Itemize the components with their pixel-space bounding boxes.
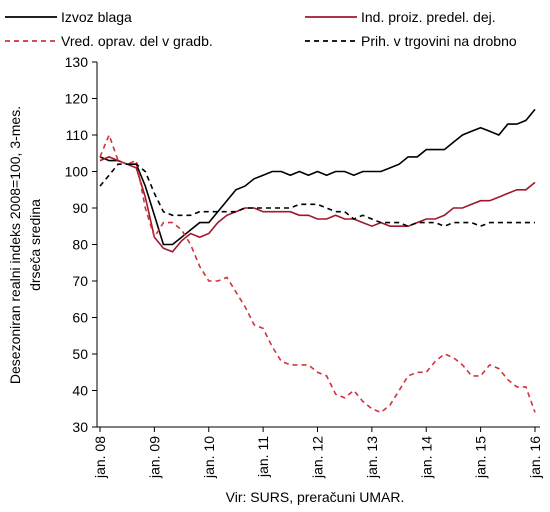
x-tick-label: jan. 11 bbox=[255, 436, 271, 478]
y-tick-label: 90 bbox=[72, 200, 88, 216]
x-tick-label: jan. 10 bbox=[201, 436, 217, 479]
x-tick-label: jan. 13 bbox=[364, 436, 380, 479]
x-tick-label: jan. 14 bbox=[418, 436, 434, 479]
y-tick-label: 30 bbox=[72, 419, 88, 435]
y-tick-label: 60 bbox=[72, 310, 88, 326]
series-line bbox=[99, 156, 536, 253]
series-line bbox=[99, 108, 536, 246]
legend-label: Ind. proiz. predel. dej. bbox=[361, 9, 496, 25]
legend-label: Izvoz blaga bbox=[61, 9, 132, 25]
source-note: Vir: SURS, preračuni UMAR. bbox=[226, 489, 405, 505]
y-tick-label: 110 bbox=[66, 127, 89, 143]
legend-label: Vred. oprav. del v gradb. bbox=[61, 33, 213, 49]
series-line bbox=[99, 163, 535, 228]
x-tick-label: jan. 15 bbox=[473, 436, 489, 479]
y-tick-label: 80 bbox=[72, 237, 88, 253]
y-axis-label: drseča sredina bbox=[27, 199, 43, 291]
series-line bbox=[99, 132, 536, 414]
x-tick-label: jan. 08 bbox=[92, 436, 108, 479]
x-tick-label: jan. 09 bbox=[146, 436, 162, 479]
y-axis-label: Desezoniran realni indeks 2008=100, 3-me… bbox=[7, 106, 23, 384]
y-tick-label: 130 bbox=[65, 54, 89, 70]
x-tick-label: jan. 12 bbox=[310, 436, 326, 479]
y-tick-label: 40 bbox=[72, 383, 88, 399]
y-tick-label: 70 bbox=[72, 273, 88, 289]
x-tick-label: jan. 16 bbox=[527, 436, 543, 479]
y-tick-label: 100 bbox=[65, 164, 89, 180]
y-tick-label: 50 bbox=[72, 346, 88, 362]
y-tick-label: 120 bbox=[65, 91, 89, 107]
legend-label: Prih. v trgovini na drobno bbox=[361, 33, 517, 49]
